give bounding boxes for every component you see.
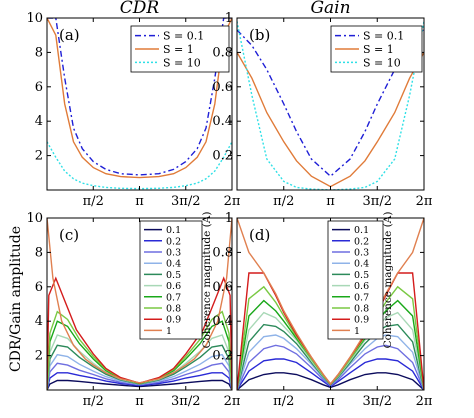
y-tick-label: 0.2 — [212, 349, 233, 364]
legend: S = 0.1S = 1S = 10 — [130, 25, 230, 73]
legend-title: Coherence magnitude (A) — [382, 212, 394, 349]
series-line-d-9 — [237, 218, 424, 386]
legend-label: S = 0.1 — [163, 30, 204, 43]
legend-label: 0.8 — [166, 304, 181, 315]
x-tick-label: π — [326, 394, 335, 409]
legend: 0.10.20.30.40.50.60.70.80.91 Coherence ma… — [327, 212, 394, 349]
x-tick-label: 2π — [416, 394, 433, 409]
y-tick-label: 2 — [35, 149, 43, 164]
chart-title: Gain — [310, 0, 350, 18]
legend-label: S = 10 — [363, 56, 401, 69]
x-tick-label: π — [135, 194, 144, 209]
series-line-a-0 — [47, 18, 232, 176]
x-tick-label: π/2 — [273, 394, 294, 409]
legend-label: 0.9 — [354, 315, 369, 326]
panel-label: (c) — [59, 226, 79, 244]
legend-label: S = 10 — [163, 56, 201, 69]
legend-label: S = 1 — [163, 43, 194, 56]
legend-label: S = 1 — [363, 43, 394, 56]
legend-label: 0.4 — [166, 259, 181, 270]
y-tick-label: 0.2 — [212, 149, 233, 164]
panel-label: (b) — [249, 26, 270, 44]
legend-label: 0.3 — [354, 248, 369, 259]
x-tick-label: 2π — [416, 194, 433, 209]
legend-label: 0.7 — [354, 292, 369, 303]
series-line-d-3 — [237, 334, 424, 390]
legend-title: Coherence magnitude (A) — [201, 212, 213, 349]
panel-label: (d) — [249, 226, 270, 244]
x-tick-label: 2π — [224, 194, 241, 209]
legend-label: 0.9 — [166, 315, 181, 326]
y-tick-label: 0.6 — [212, 280, 233, 295]
y-tick-label: 1 — [225, 11, 233, 26]
y-tick-label: 0.4 — [212, 314, 233, 329]
x-tick-label: π/2 — [83, 194, 104, 209]
legend-label: 0.2 — [354, 236, 369, 247]
legend: 0.10.20.30.40.50.60.70.80.91 Coherence ma… — [139, 212, 213, 349]
shared-y-axis-label: CDR/Gain amplitude — [8, 226, 24, 372]
legend-label: 0.5 — [166, 270, 181, 281]
y-tick-label: 10 — [26, 211, 43, 226]
y-tick-label: 0.8 — [212, 45, 233, 60]
y-tick-label: 0.6 — [212, 80, 233, 95]
x-tick-label: 3π/2 — [363, 194, 392, 209]
legend-label: 0.1 — [166, 225, 181, 236]
y-tick-label: 6 — [35, 280, 43, 295]
x-tick-label: π — [135, 394, 144, 409]
legend-label: 0.7 — [166, 292, 181, 303]
y-tick-label: 1 — [225, 211, 233, 226]
y-tick-label: 6 — [35, 80, 43, 95]
series-group — [237, 218, 424, 390]
legend-label: 0.5 — [354, 270, 369, 281]
y-tick-label: 10 — [26, 11, 43, 26]
x-tick-label: 2π — [224, 394, 241, 409]
y-tick-label: 4 — [35, 314, 43, 329]
x-tick-label: 3π/2 — [171, 194, 200, 209]
x-tick-label: π/2 — [273, 194, 294, 209]
legend-label: 0.4 — [354, 259, 369, 270]
series-line-c-9 — [47, 218, 232, 384]
series-group — [47, 218, 232, 390]
y-tick-label: 0.8 — [212, 245, 233, 260]
legend-label: 1 — [354, 326, 360, 337]
legend-label: 0.2 — [166, 236, 181, 247]
series-line-b-1 — [237, 52, 424, 188]
series-line-a-1 — [47, 18, 232, 179]
y-tick-label: 8 — [35, 245, 43, 260]
x-tick-label: 3π/2 — [363, 394, 392, 409]
chart-d: 0.20.40.60.81π/2 π 3π/2 2π(d) 0.10.20.30.40.… — [212, 211, 433, 409]
legend-label: 0.3 — [166, 248, 181, 259]
legend-label: 0.6 — [166, 281, 181, 292]
legend-label: 0.8 — [354, 304, 369, 315]
legend: S = 0.1S = 1S = 10 — [330, 25, 423, 73]
x-tick-label: 3π/2 — [171, 394, 200, 409]
legend-label: S = 0.1 — [363, 30, 404, 43]
series-line-b-2 — [237, 21, 424, 190]
legend-label: 0.6 — [354, 281, 369, 292]
x-tick-label: π/2 — [83, 394, 104, 409]
chart-a: 2 4 6 8 10 π/2 π 3π/2 2π CDR (a) S = 0.1S = 1S = 10 — [26, 0, 240, 209]
y-tick-label: 4 — [35, 114, 43, 129]
y-tick-label: 0.4 — [212, 114, 233, 129]
legend-label: 1 — [166, 326, 172, 337]
series-line-a-2 — [47, 141, 232, 190]
y-tick-label: 8 — [35, 45, 43, 60]
y-tick-label: 2 — [35, 349, 43, 364]
chart-title: CDR — [120, 0, 160, 18]
legend-label: 0.1 — [354, 225, 369, 236]
x-tick-label: π — [326, 194, 335, 209]
panel-label: (a) — [59, 26, 80, 44]
